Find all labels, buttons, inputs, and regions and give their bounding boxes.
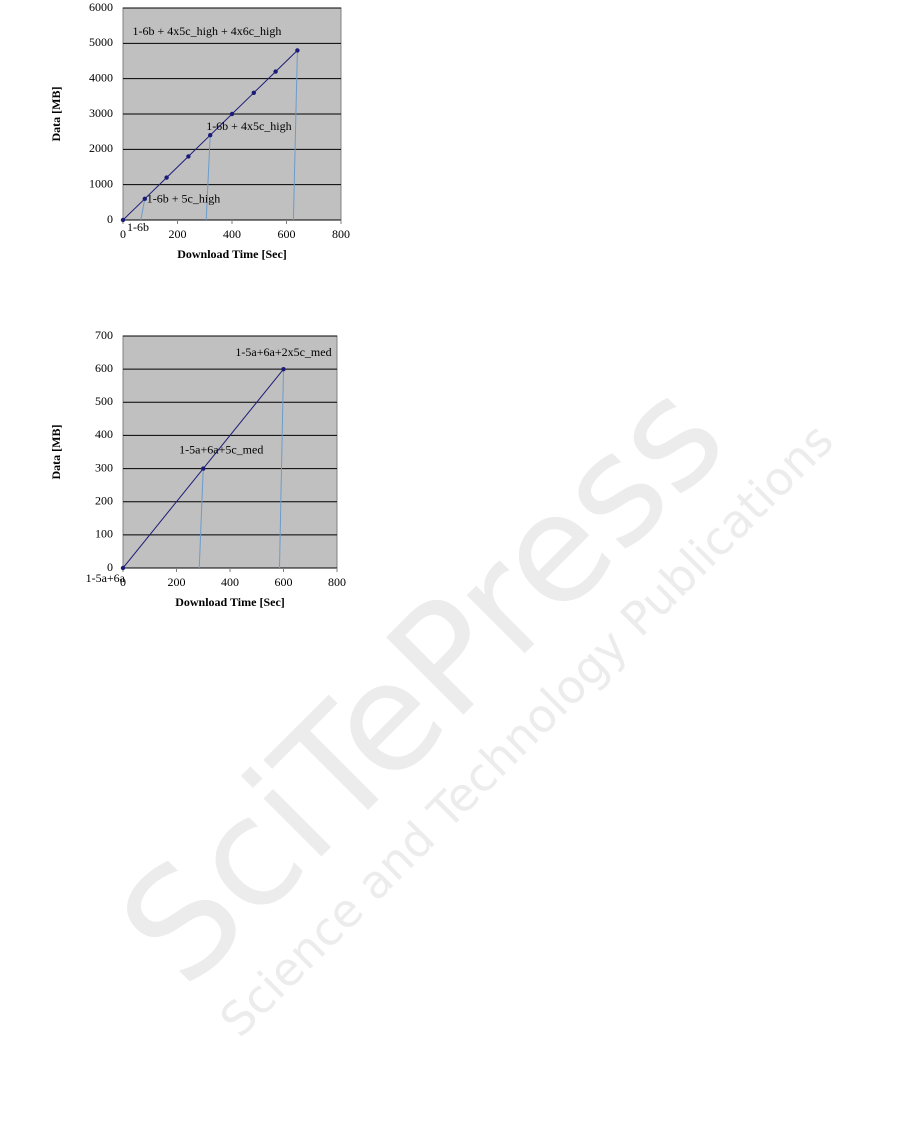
y-tick-label: 200 xyxy=(95,493,113,507)
data-point xyxy=(251,90,256,96)
x-tick-label: 200 xyxy=(168,575,186,589)
y-tick-label: 500 xyxy=(95,394,113,408)
data-point xyxy=(164,175,169,180)
y-tick-label: 2000 xyxy=(89,141,113,155)
x-tick-label: 400 xyxy=(223,227,241,241)
y-tick-label: 400 xyxy=(95,427,113,441)
point-label: 1-5a+6a xyxy=(86,571,126,585)
x-tick-label: 600 xyxy=(275,575,293,589)
y-axis-title: Data [MB] xyxy=(49,87,63,142)
y-axis-title: Data [MB] xyxy=(49,425,63,480)
data-point xyxy=(120,217,126,223)
x-tick-label: 400 xyxy=(221,575,239,589)
y-tick-label: 3000 xyxy=(89,106,113,120)
point-label: 1-6b + 5c_high xyxy=(147,192,220,206)
plot-area xyxy=(122,335,338,569)
y-tick-label: 1000 xyxy=(89,176,113,190)
x-tick-label: 800 xyxy=(328,575,346,589)
y-tick-label: 100 xyxy=(95,527,113,541)
drop-line xyxy=(279,369,284,569)
x-tick-label: 0 xyxy=(120,227,126,241)
data-point xyxy=(186,154,191,159)
point-label: 1-6b + 4x5c_high + 4x6c_high xyxy=(133,24,282,38)
y-tick-label: 700 xyxy=(95,328,113,342)
x-tick-label: 200 xyxy=(169,227,187,241)
y-tick-label: 6000 xyxy=(89,0,113,14)
data-point xyxy=(208,133,213,138)
point-label: 1-6b + 4x5c_high xyxy=(206,119,291,133)
y-tick-label: 4000 xyxy=(89,70,113,84)
y-tick-label: 300 xyxy=(95,460,113,474)
data-point xyxy=(281,366,286,372)
y-tick-label: 0 xyxy=(107,560,113,574)
x-tick-label: 0 xyxy=(120,575,126,589)
data-point xyxy=(120,565,126,571)
data-point xyxy=(142,196,147,201)
y-tick-label: 0 xyxy=(107,212,113,226)
x-tick-label: 800 xyxy=(332,227,350,241)
data-point xyxy=(295,48,300,53)
drop-line xyxy=(205,135,211,221)
y-tick-label: 5000 xyxy=(89,35,113,49)
point-label: 1-5a+6a+2x5c_med xyxy=(235,345,331,359)
drop-line xyxy=(140,198,146,221)
data-point xyxy=(201,466,206,471)
drop-line xyxy=(198,468,204,569)
data-point xyxy=(229,111,235,117)
drop-line xyxy=(292,50,298,221)
y-tick-label: 600 xyxy=(95,361,113,375)
data-point xyxy=(273,69,278,74)
x-axis-title: Download Time [Sec] xyxy=(177,247,287,261)
point-label: 1-6b xyxy=(127,220,149,234)
x-tick-label: 600 xyxy=(278,227,296,241)
point-label: 1-5a+6a+5c_med xyxy=(179,442,263,456)
x-axis-title: Download Time [Sec] xyxy=(175,595,285,609)
